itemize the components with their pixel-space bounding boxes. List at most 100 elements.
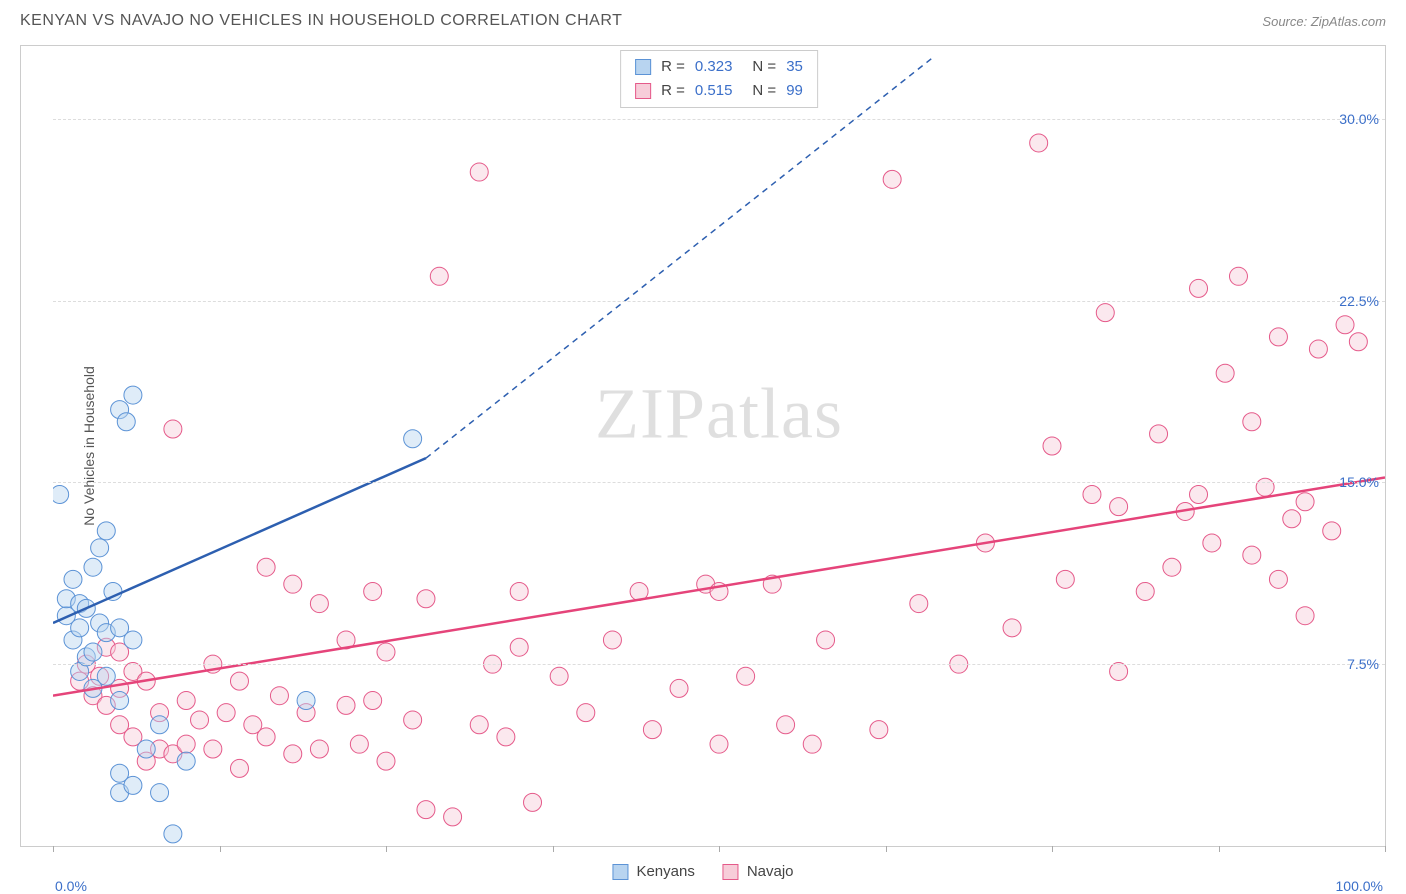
data-point-navajo <box>763 575 781 593</box>
data-point-navajo <box>737 667 755 685</box>
data-point-navajo <box>377 752 395 770</box>
data-point-navajo <box>244 716 262 734</box>
y-tick-label: 15.0% <box>1339 474 1379 490</box>
data-point-navajo <box>1296 607 1314 625</box>
data-point-kenyan <box>111 784 129 802</box>
series-legend: Kenyans Navajo <box>612 863 793 880</box>
data-point-kenyan <box>57 590 75 608</box>
legend-item: Kenyans <box>612 863 694 880</box>
data-point-kenyan <box>111 619 129 637</box>
stats-legend: R =0.323N =35R =0.515N =99 <box>620 50 818 108</box>
data-point-navajo <box>284 575 302 593</box>
n-value: 99 <box>786 79 803 103</box>
data-point-kenyan <box>151 716 169 734</box>
n-value: 35 <box>786 55 803 79</box>
data-point-navajo <box>910 595 928 613</box>
data-point-navajo <box>191 711 209 729</box>
gridline <box>53 119 1385 120</box>
data-point-navajo <box>497 728 515 746</box>
data-point-navajo <box>377 643 395 661</box>
data-point-navajo <box>204 740 222 758</box>
data-point-navajo <box>1003 619 1021 637</box>
plot-area: R =0.323N =35R =0.515N =99 ZIPatlas 7.5%… <box>53 46 1385 846</box>
data-point-navajo <box>430 267 448 285</box>
data-point-navajo <box>270 687 288 705</box>
y-tick-label: 22.5% <box>1339 293 1379 309</box>
data-point-navajo <box>111 716 129 734</box>
data-point-navajo <box>1269 328 1287 346</box>
data-point-kenyan <box>297 692 315 710</box>
x-tick <box>553 846 554 852</box>
data-point-navajo <box>670 679 688 697</box>
data-point-kenyan <box>97 624 115 642</box>
data-point-navajo <box>817 631 835 649</box>
legend-item: Navajo <box>723 863 794 880</box>
data-point-navajo <box>870 721 888 739</box>
data-point-navajo <box>230 759 248 777</box>
data-point-navajo <box>337 696 355 714</box>
data-point-kenyan <box>111 692 129 710</box>
data-point-navajo <box>151 740 169 758</box>
data-point-navajo <box>524 793 542 811</box>
data-point-navajo <box>710 735 728 753</box>
data-point-navajo <box>777 716 795 734</box>
trendline-navajo <box>53 478 1385 696</box>
data-point-kenyan <box>84 643 102 661</box>
data-point-navajo <box>1083 485 1101 503</box>
data-point-navajo <box>710 582 728 600</box>
data-point-navajo <box>164 420 182 438</box>
data-point-kenyan <box>84 679 102 697</box>
data-point-navajo <box>1030 134 1048 152</box>
data-point-navajo <box>1269 570 1287 588</box>
data-point-kenyan <box>91 614 109 632</box>
gridline <box>53 482 1385 483</box>
data-point-navajo <box>137 672 155 690</box>
data-point-navajo <box>1309 340 1327 358</box>
chart-svg <box>53 46 1385 846</box>
data-point-navajo <box>310 595 328 613</box>
data-point-kenyan <box>404 430 422 448</box>
legend-swatch <box>612 864 628 880</box>
chart-container: No Vehicles in Household R =0.323N =35R … <box>20 45 1386 847</box>
r-label: R = <box>661 79 685 103</box>
gridline <box>53 664 1385 665</box>
r-value: 0.323 <box>695 55 733 79</box>
data-point-navajo <box>137 752 155 770</box>
data-point-kenyan <box>84 558 102 576</box>
watermark: ZIPatlas <box>595 373 843 456</box>
data-point-navajo <box>297 704 315 722</box>
data-point-navajo <box>1136 582 1154 600</box>
legend-label: Kenyans <box>636 863 694 880</box>
data-point-navajo <box>1163 558 1181 576</box>
r-value: 0.515 <box>695 79 733 103</box>
data-point-kenyan <box>177 752 195 770</box>
data-point-navajo <box>124 728 142 746</box>
x-tick <box>886 846 887 852</box>
data-point-navajo <box>577 704 595 722</box>
data-point-kenyan <box>97 522 115 540</box>
data-point-navajo <box>444 808 462 826</box>
data-point-kenyan <box>53 485 69 503</box>
data-point-navajo <box>364 582 382 600</box>
data-point-navajo <box>97 696 115 714</box>
data-point-kenyan <box>137 740 155 758</box>
data-point-navajo <box>643 721 661 739</box>
data-point-navajo <box>1190 485 1208 503</box>
data-point-kenyan <box>111 764 129 782</box>
data-point-navajo <box>1190 279 1208 297</box>
data-point-navajo <box>1203 534 1221 552</box>
legend-swatch <box>635 83 651 99</box>
n-label: N = <box>752 55 776 79</box>
data-point-navajo <box>257 558 275 576</box>
x-tick <box>719 846 720 852</box>
data-point-navajo <box>111 643 129 661</box>
data-point-kenyan <box>124 386 142 404</box>
data-point-navajo <box>1243 413 1261 431</box>
data-point-kenyan <box>91 539 109 557</box>
data-point-kenyan <box>164 825 182 843</box>
legend-swatch <box>723 864 739 880</box>
data-point-kenyan <box>124 631 142 649</box>
data-point-navajo <box>364 692 382 710</box>
data-point-navajo <box>1283 510 1301 528</box>
data-point-kenyan <box>151 784 169 802</box>
